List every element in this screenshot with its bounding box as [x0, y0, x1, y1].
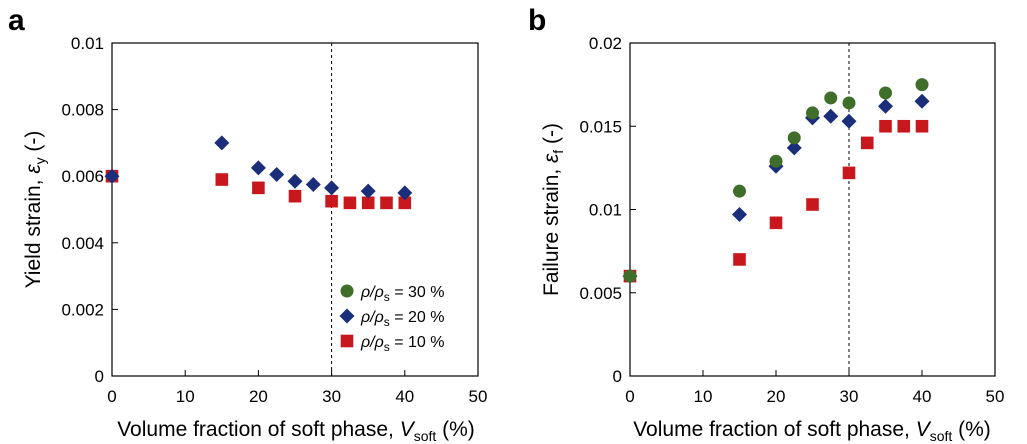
data-point [806, 106, 819, 120]
data-point [214, 135, 230, 151]
data-point [823, 108, 839, 124]
series-square [623, 119, 929, 283]
x-tick-label: 10 [694, 387, 713, 406]
y-tick-label: 0.005 [579, 284, 622, 303]
data-point [842, 96, 856, 110]
x-tick-label: 40 [913, 387, 932, 406]
y-tick-label: 0.015 [579, 117, 622, 136]
x-tick-label: 30 [322, 387, 341, 406]
legend-label: ρ/ρs = 20 % [360, 309, 444, 329]
data-point [769, 216, 783, 230]
data-point [841, 113, 857, 129]
data-point [361, 196, 375, 210]
data-point [305, 177, 321, 193]
data-point [769, 154, 783, 168]
series-diamond [104, 135, 413, 201]
legend-label: ρ/ρs = 10 % [360, 334, 444, 354]
data-point [343, 196, 357, 210]
x-tick-label: 10 [176, 387, 195, 406]
data-point [250, 160, 266, 176]
panel-label: a [8, 4, 25, 37]
legend: ρ/ρs = 30 % ρ/ρs = 20 % ρ/ρs = 10 % [339, 284, 444, 354]
legend-marker-circle [340, 284, 354, 298]
x-tick-label: 20 [767, 387, 786, 406]
data-point [380, 196, 393, 210]
x-tick-label: 0 [107, 387, 116, 406]
legend-label: ρ/ρs = 30 % [360, 284, 444, 304]
legend-marker-square [340, 334, 354, 348]
data-point [324, 180, 340, 196]
y-tick-label: 0.002 [61, 300, 104, 319]
y-tick-label: 0.02 [589, 34, 622, 53]
data-point [879, 86, 892, 100]
data-point [215, 173, 229, 186]
y-tick-label: 0.004 [61, 234, 104, 253]
y-tick-label: 0 [613, 367, 622, 386]
data-point [787, 131, 801, 145]
y-tick-label: 0.008 [61, 101, 104, 120]
data-point [860, 136, 874, 150]
chart-panel-b: b 0 0.005 0.01 0.015 0.02 0 10 20 30 40 50 Volume fr… [528, 4, 1004, 444]
data-point [623, 269, 637, 283]
data-point [397, 185, 413, 201]
data-point [288, 189, 302, 203]
data-point [842, 166, 856, 180]
data-point [824, 91, 838, 105]
data-point [325, 194, 338, 208]
data-point [398, 196, 412, 210]
data-point [879, 119, 892, 133]
data-point [733, 253, 746, 266]
y-tick-label: 0 [95, 367, 104, 386]
data-point [252, 181, 265, 195]
data-point [732, 206, 747, 222]
data-point [269, 167, 285, 183]
data-point [897, 119, 911, 133]
x-axis-label: Volume fraction of soft phase, Vsoft (%) [117, 418, 475, 444]
data-point [786, 140, 802, 156]
panel-label: b [528, 4, 546, 37]
legend-marker-diamond [339, 308, 355, 324]
data-point [915, 119, 929, 133]
y-tick-label: 0.006 [61, 167, 104, 186]
x-tick-label: 50 [986, 387, 1005, 406]
data-point [914, 93, 930, 109]
data-point [806, 198, 819, 211]
y-tick-label: 0.01 [71, 34, 104, 53]
data-point [733, 184, 746, 198]
y-axis-label: Failure strain, εf (-) [540, 123, 566, 296]
plot-frame [111, 42, 479, 377]
x-tick-label: 40 [395, 387, 414, 406]
y-tick-label: 0.01 [589, 201, 622, 220]
x-tick-label: 20 [249, 387, 268, 406]
x-tick-label: 30 [840, 387, 859, 406]
x-axis-label: Volume fraction of soft phase, Vsoft (%) [633, 418, 991, 444]
data-point [878, 98, 893, 114]
data-point [287, 173, 303, 189]
data-point [360, 183, 376, 199]
y-axis-label: Yield strain, εy (-) [22, 131, 48, 289]
x-tick-label: 0 [625, 387, 634, 406]
x-tick-label: 50 [469, 387, 488, 406]
chart-panel-a: a 0 0.002 0.004 0.006 0.008 0.01 0 10 20 30 40 50 Vol… [8, 4, 487, 444]
series-circle [623, 78, 929, 283]
data-point [915, 78, 929, 92]
data-point [104, 168, 120, 184]
